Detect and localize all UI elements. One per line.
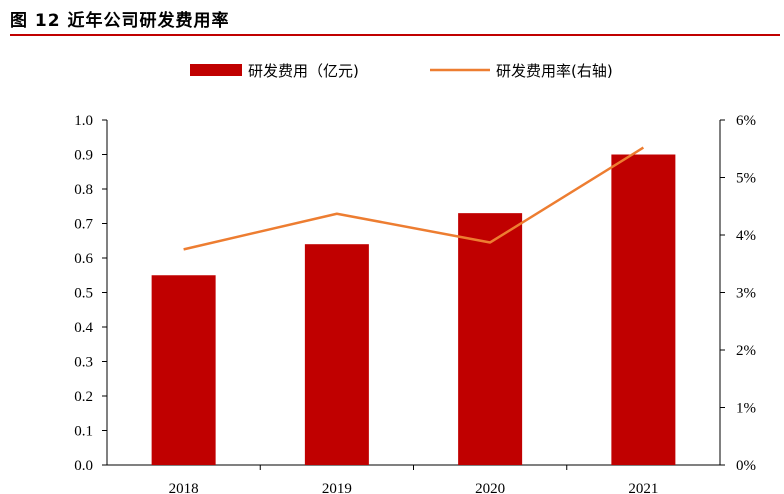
x-tick-label: 2019 xyxy=(322,481,352,494)
rate-line xyxy=(183,146,645,251)
bar-2019 xyxy=(304,244,369,465)
title-rule xyxy=(10,34,780,36)
legend: 研发费用（亿元) 研发费用率(右轴) xyxy=(190,62,613,80)
left-tick-label: 0.3 xyxy=(74,355,93,371)
bars xyxy=(151,154,676,465)
left-tick-label: 0.1 xyxy=(74,424,93,440)
left-tick-label: 0.8 xyxy=(74,182,93,198)
legend-bar-label: 研发费用（亿元) xyxy=(248,62,359,80)
right-tick-label: 0% xyxy=(736,458,756,474)
x-tick-label: 2020 xyxy=(475,481,505,494)
x-tick-labels: 2018 2019 2020 2021 xyxy=(169,481,659,494)
left-tick-label: 0.4 xyxy=(74,320,93,336)
rate-line-path xyxy=(183,146,645,251)
legend-bar-swatch xyxy=(190,64,242,76)
bar-2018 xyxy=(151,275,216,465)
legend-line-label: 研发费用率(右轴) xyxy=(496,62,613,80)
figure-title: 图 12 近年公司研发费用率 xyxy=(10,11,230,31)
left-tick-label: 0.9 xyxy=(74,148,93,164)
right-tick-label: 1% xyxy=(736,401,756,417)
x-tick-label: 2021 xyxy=(628,481,658,494)
right-tick-label: 3% xyxy=(736,286,756,302)
bar-2021 xyxy=(611,154,676,465)
left-tick-label: 0.0 xyxy=(74,458,93,474)
right-tick-label: 6% xyxy=(736,113,756,129)
left-tick-label: 0.5 xyxy=(74,286,93,302)
left-tick-label: 0.7 xyxy=(74,217,93,233)
bar-2020 xyxy=(458,213,523,465)
left-tick-label: 0.2 xyxy=(74,389,93,405)
right-tick-label: 5% xyxy=(736,171,756,187)
left-tick-label: 1.0 xyxy=(74,113,93,129)
x-tick-label: 2018 xyxy=(169,481,199,494)
right-tick-label: 2% xyxy=(736,343,756,359)
right-tick-label: 4% xyxy=(736,228,756,244)
left-tick-label: 0.6 xyxy=(74,251,93,267)
